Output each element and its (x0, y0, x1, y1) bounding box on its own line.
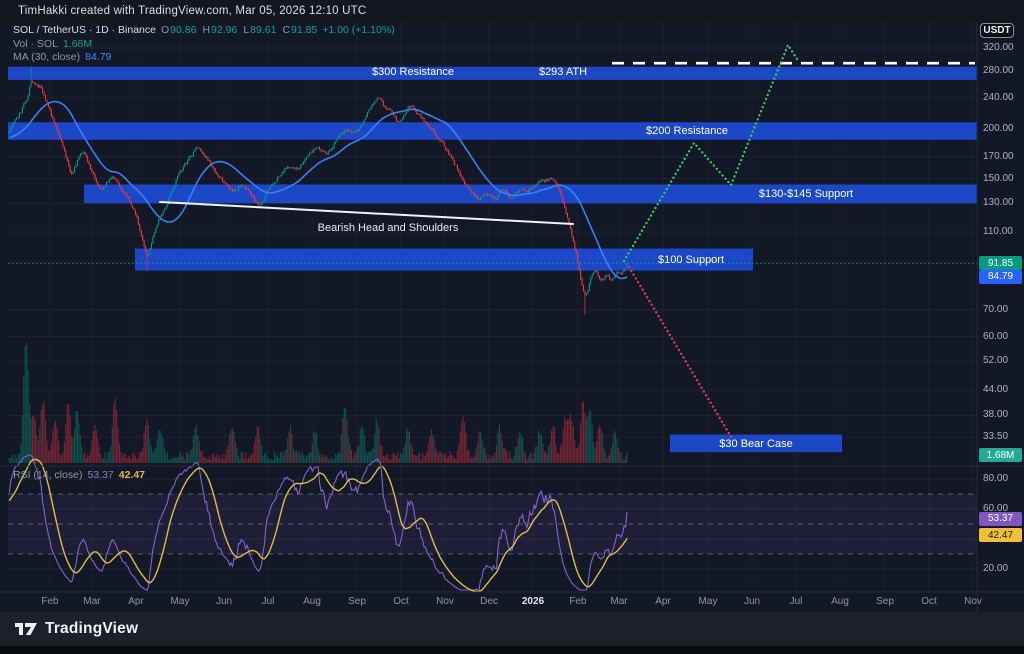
ohlc-key: C (282, 24, 291, 36)
ohlc-key: O (160, 24, 170, 36)
footer-edge (0, 646, 1024, 654)
candlesticks (8, 66, 628, 316)
ohlc-value: 90.86 (170, 24, 197, 36)
ma-legend[interactable]: MA (30, close) 84.79 (13, 51, 111, 63)
volume-value: 1.68M (62, 38, 93, 50)
rsi-ma-value: 42.47 (118, 469, 146, 481)
volume-bars (8, 342, 628, 463)
chart-canvas[interactable] (0, 0, 1024, 612)
zone--30-bear-case[interactable] (670, 434, 842, 453)
neckline-trendline[interactable] (159, 201, 574, 225)
zone--200-resistance[interactable] (8, 122, 977, 140)
change-value: +1.00 (+1.10%) (322, 24, 395, 36)
bear-case-projection[interactable] (627, 265, 735, 442)
chart-background (0, 22, 1024, 612)
ohlc-value: 91.85 (291, 24, 318, 36)
ma-label: MA (30, close) (13, 51, 81, 63)
ma-value: 84.79 (85, 51, 112, 63)
ohlc-key: H (202, 24, 211, 36)
ohlc-value: 89.61 (250, 24, 277, 36)
ma30-line (9, 100, 628, 280)
rsi-legend[interactable]: RSI (14, close) 53.37 42.47 (13, 469, 145, 481)
zone--300-resistance[interactable] (8, 66, 977, 80)
bull-case-projection[interactable] (622, 42, 799, 263)
symbol-title: SOL / TetherUS · 1D · Binance (13, 24, 156, 36)
rsi-value: 53.37 (87, 469, 114, 481)
ohlc-value: 92.96 (211, 24, 238, 36)
zone--100-support[interactable] (135, 248, 753, 271)
volume-label: Vol · SOL (13, 38, 58, 50)
grid-lines (8, 22, 977, 592)
rsi-label: RSI (14, close) (13, 469, 83, 481)
symbol-legend[interactable]: SOL / TetherUS · 1D · Binance O 90.86 H 92.… (13, 24, 395, 36)
attribution-bar: TimHakki created with TradingView.com, M… (0, 0, 1024, 22)
ohlc-key: L (243, 24, 250, 36)
attribution-text: TimHakki created with TradingView.com, M… (18, 5, 367, 17)
rsi-ma-line (8, 458, 628, 592)
support-resistance-zones (8, 66, 977, 453)
footer-bar: TradingView (0, 612, 1024, 646)
volume-legend[interactable]: Vol · SOL 1.68M (13, 38, 92, 50)
currency-axis-button[interactable]: USDT (980, 23, 1014, 38)
tradingview-wordmark: TradingView (45, 620, 139, 637)
ohlc-values: O 90.86 H 92.96 L 89.61 C 91.85 (161, 24, 317, 36)
tradingview-logo-icon (15, 623, 37, 635)
